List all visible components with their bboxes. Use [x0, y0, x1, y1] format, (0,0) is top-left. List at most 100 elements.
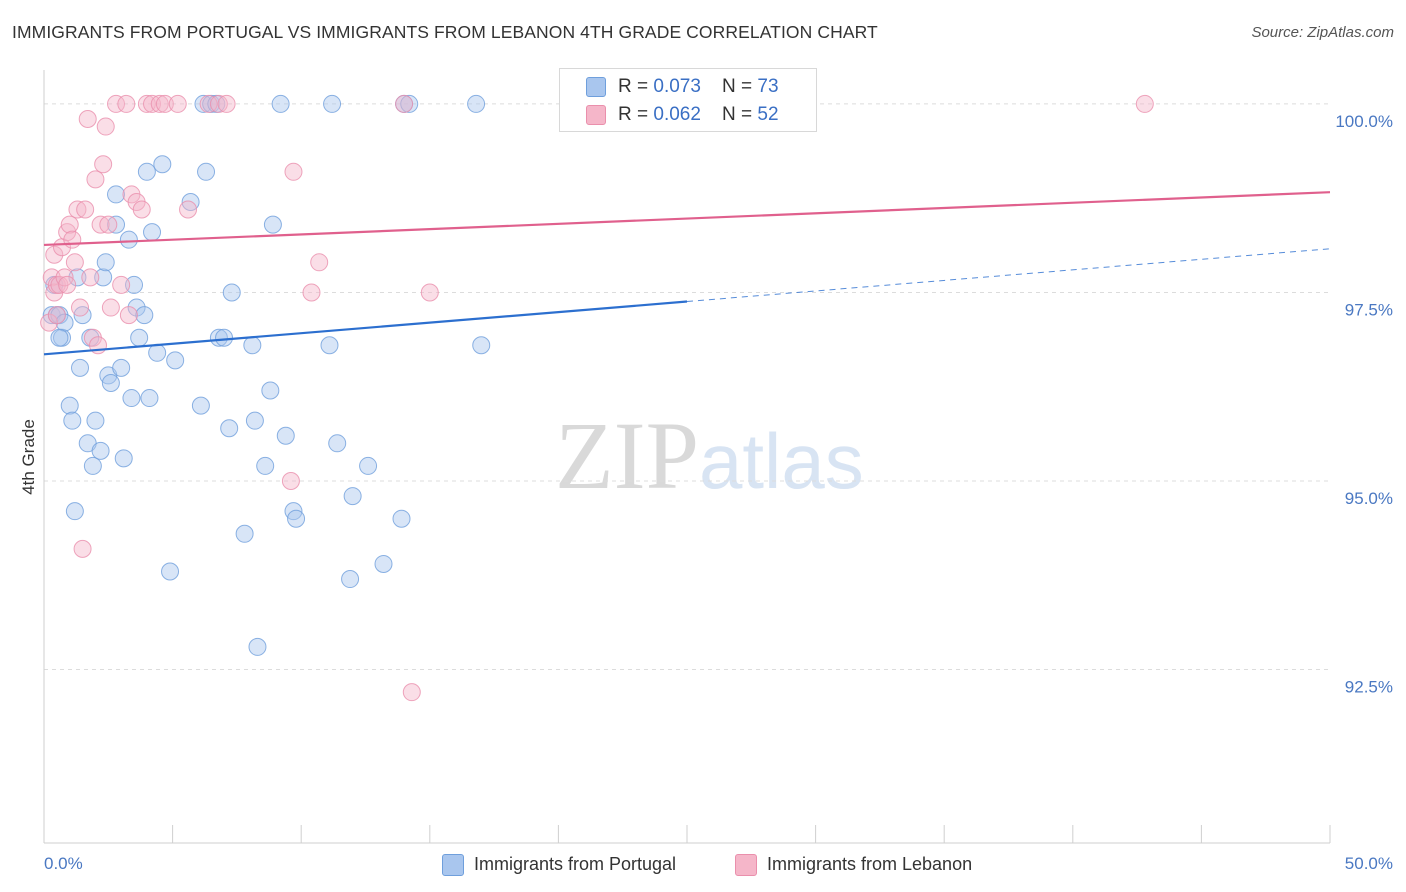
- data-point-portugal: [86, 411, 105, 430]
- data-point-portugal: [284, 502, 303, 521]
- data-point-portugal: [400, 94, 419, 113]
- data-point-portugal: [181, 192, 200, 211]
- data-point-lebanon: [117, 94, 136, 113]
- data-point-lebanon: [143, 94, 162, 113]
- data-point-portugal: [114, 449, 133, 468]
- data-point-portugal: [287, 509, 306, 528]
- data-point-lebanon: [150, 94, 169, 113]
- data-point-portugal: [140, 389, 159, 408]
- stats-swatch-portugal: [586, 77, 606, 97]
- data-point-portugal: [119, 230, 138, 249]
- data-point-lebanon: [94, 155, 113, 174]
- trend-line-portugal: [43, 300, 688, 356]
- data-point-portugal: [209, 328, 228, 347]
- data-point-lebanon: [40, 313, 59, 332]
- data-point-lebanon: [45, 245, 64, 264]
- data-point-portugal: [60, 396, 79, 415]
- data-point-lebanon: [65, 253, 84, 272]
- data-point-lebanon: [402, 683, 421, 702]
- trend-line-portugal-extension: [686, 248, 1331, 303]
- data-point-lebanon: [284, 162, 303, 181]
- data-point-lebanon: [55, 268, 74, 287]
- data-point-portugal: [194, 94, 213, 113]
- data-point-portugal: [83, 456, 102, 475]
- data-point-portugal: [73, 306, 92, 325]
- data-point-portugal: [112, 358, 131, 377]
- data-point-portugal: [50, 328, 69, 347]
- data-point-portugal: [63, 411, 82, 430]
- stats-swatch-lebanon: [586, 105, 606, 125]
- data-point-lebanon: [86, 170, 105, 189]
- y-tick-label: 100.0%: [1335, 112, 1393, 131]
- x-tick-label: 0.0%: [44, 854, 83, 873]
- data-point-lebanon: [107, 94, 126, 113]
- data-point-lebanon: [302, 283, 321, 302]
- data-point-portugal: [215, 328, 234, 347]
- chart-legend: Immigrants from Portugal Immigrants from…: [0, 850, 1406, 880]
- data-point-portugal: [263, 215, 282, 234]
- data-point-lebanon: [63, 230, 82, 249]
- legend-label-portugal: Immigrants from Portugal: [474, 854, 677, 874]
- data-point-lebanon: [310, 253, 329, 272]
- data-point-lebanon: [96, 117, 115, 136]
- data-point-portugal: [341, 570, 360, 589]
- source-credit: Source: ZipAtlas.com: [1251, 24, 1394, 41]
- watermark-zip: ZIP: [555, 402, 699, 509]
- data-point-lebanon: [71, 298, 90, 317]
- data-point-lebanon: [76, 200, 95, 219]
- stats-box: R = 0.073 N = 73 R = 0.062 N = 52: [559, 68, 817, 132]
- data-point-portugal: [235, 524, 254, 543]
- data-point-lebanon: [155, 94, 174, 113]
- data-point-lebanon: [58, 275, 77, 294]
- data-point-lebanon: [137, 94, 156, 113]
- stats-text-lebanon: R = 0.062 N = 52: [618, 104, 779, 125]
- y-tick-label: 97.5%: [1345, 300, 1393, 319]
- data-point-lebanon: [99, 215, 118, 234]
- data-point-portugal: [271, 94, 290, 113]
- data-point-portugal: [127, 298, 146, 317]
- legend-swatch-portugal: [442, 854, 464, 876]
- data-point-portugal: [101, 373, 120, 392]
- data-point-lebanon: [78, 110, 97, 129]
- data-point-lebanon: [1135, 94, 1154, 113]
- data-point-portugal: [143, 223, 162, 242]
- data-point-lebanon: [209, 94, 228, 113]
- data-point-lebanon: [119, 306, 138, 325]
- watermark-atlas: atlas: [699, 417, 864, 505]
- data-point-portugal: [122, 389, 141, 408]
- data-point-lebanon: [420, 283, 439, 302]
- data-point-portugal: [96, 253, 115, 272]
- data-point-portugal: [137, 162, 156, 181]
- data-point-portugal: [472, 336, 491, 355]
- data-point-portugal: [245, 411, 264, 430]
- x-tick-label: 50.0%: [1345, 854, 1393, 873]
- data-point-portugal: [320, 336, 339, 355]
- data-point-portugal: [65, 502, 84, 521]
- watermark: ZIPatlas: [555, 400, 864, 511]
- data-point-portugal: [220, 419, 239, 438]
- data-point-portugal: [359, 456, 378, 475]
- data-point-portugal: [191, 396, 210, 415]
- data-point-portugal: [248, 637, 267, 656]
- data-point-lebanon: [199, 94, 218, 113]
- data-point-portugal: [107, 215, 126, 234]
- y-tick-label: 95.0%: [1345, 489, 1393, 508]
- data-point-portugal: [107, 185, 126, 204]
- data-point-portugal: [197, 162, 216, 181]
- data-point-portugal: [91, 441, 110, 460]
- chart-title: IMMIGRANTS FROM PORTUGAL VS IMMIGRANTS F…: [12, 22, 878, 42]
- data-point-lebanon: [60, 215, 79, 234]
- data-point-lebanon: [47, 306, 66, 325]
- data-point-portugal: [243, 336, 262, 355]
- data-point-portugal: [343, 487, 362, 506]
- data-point-portugal: [148, 343, 167, 362]
- legend-label-lebanon: Immigrants from Lebanon: [767, 854, 973, 874]
- stats-text-portugal: R = 0.073 N = 73: [618, 76, 779, 97]
- data-point-portugal: [328, 434, 347, 453]
- data-point-lebanon: [112, 275, 131, 294]
- data-point-portugal: [166, 351, 185, 370]
- data-point-lebanon: [91, 215, 110, 234]
- data-point-portugal: [130, 328, 149, 347]
- data-point-portugal: [261, 381, 280, 400]
